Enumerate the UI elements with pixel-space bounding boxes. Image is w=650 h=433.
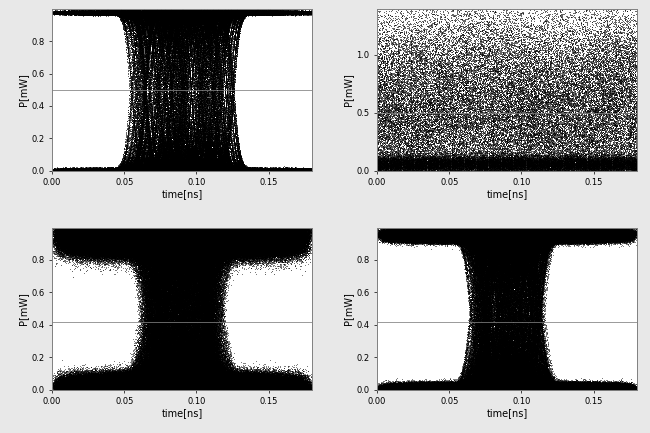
Y-axis label: P[mW]: P[mW] — [343, 73, 354, 106]
X-axis label: time[ns]: time[ns] — [486, 189, 528, 199]
X-axis label: time[ns]: time[ns] — [486, 408, 528, 418]
Y-axis label: P[mW]: P[mW] — [18, 292, 29, 325]
Y-axis label: P[mW]: P[mW] — [343, 292, 354, 325]
X-axis label: time[ns]: time[ns] — [161, 408, 203, 418]
X-axis label: time[ns]: time[ns] — [161, 189, 203, 199]
Y-axis label: P[mW]: P[mW] — [18, 73, 29, 106]
